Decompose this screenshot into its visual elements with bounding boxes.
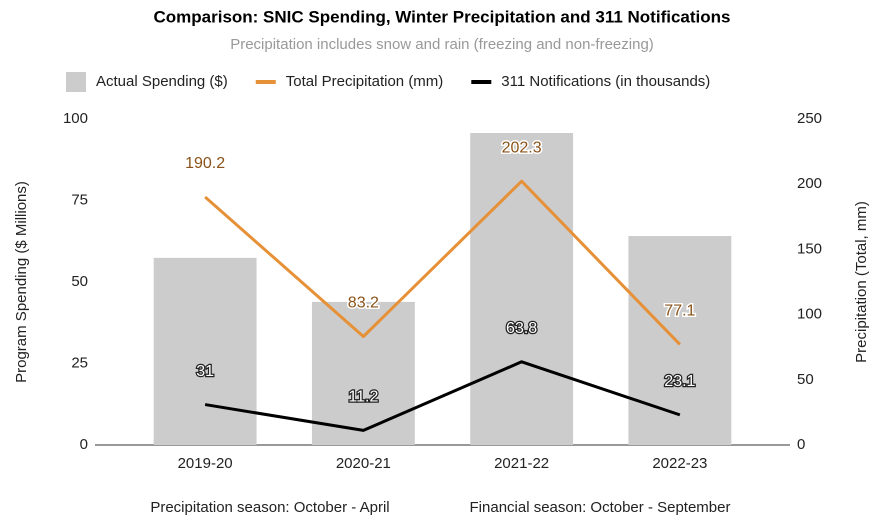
data-label: 11.2: [348, 389, 378, 406]
footnote: Financial season: October - September: [470, 499, 731, 516]
data-label: 63.8: [506, 320, 537, 337]
y2-tick-label: 50: [797, 371, 814, 388]
bar: [153, 257, 257, 445]
data-label: 83.2: [348, 295, 379, 312]
y2-axis-label: Precipitation (Total, mm): [853, 201, 870, 363]
chart-subtitle: Precipitation includes snow and rain (fr…: [230, 36, 654, 53]
data-label: 23.1: [664, 373, 695, 390]
line: [204, 179, 681, 346]
y2-tick-label: 200: [797, 175, 822, 192]
y2-tick-label: 0: [797, 436, 805, 453]
y2-tick-label: 250: [797, 110, 822, 127]
y-tick-label: 25: [71, 354, 88, 371]
y2-tick-label: 150: [797, 240, 822, 257]
legend-swatch: [66, 72, 86, 92]
data-label: 77.1: [664, 303, 695, 320]
y-tick-label: 50: [71, 273, 88, 290]
legend-label: Total Precipitation (mm): [286, 73, 444, 90]
y2-tick-label: 100: [797, 306, 822, 323]
legend-label: 311 Notifications (in thousands): [501, 73, 710, 90]
bar: [470, 133, 574, 445]
x-tick-label: 2021-22: [494, 455, 549, 472]
line: [204, 360, 681, 432]
x-tick-label: 2020-21: [336, 455, 391, 472]
footnote: Precipitation season: October - April: [150, 499, 389, 516]
data-label: 190.2: [185, 155, 225, 172]
x-tick-label: 2022-23: [652, 455, 707, 472]
data-label: 202.3: [502, 139, 542, 156]
chart-title: Comparison: SNIC Spending, Winter Precip…: [154, 7, 731, 26]
bar: [628, 236, 732, 445]
y-tick-label: 100: [63, 110, 88, 127]
bar: [311, 301, 415, 445]
y-tick-label: 0: [80, 436, 88, 453]
legend-label: Actual Spending ($): [96, 73, 228, 90]
y-tick-label: 75: [71, 191, 88, 208]
y-axis-label: Program Spending ($ Millions): [13, 181, 30, 383]
data-label: 31: [196, 363, 214, 380]
x-tick-label: 2019-20: [178, 455, 233, 472]
